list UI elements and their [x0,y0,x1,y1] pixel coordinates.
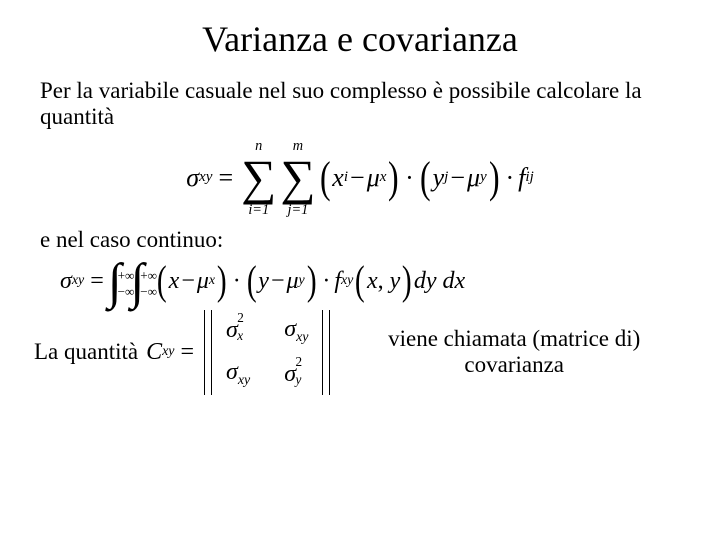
formula-discrete: σxy = n ∑ i=1 m ∑ j=1 ( xi − μx ) · ( yj… [32,139,688,217]
label-covarianza: viene chiamata (matrice di) covarianza [334,326,688,379]
matrix-cell-11: σ2x [226,317,250,344]
formula-continuous: σxy = ∫ +∞−∞ ∫ +∞−∞ ( x − μx ) · ( y − μ… [60,261,688,301]
sub-xy: xy [199,169,212,186]
matrix-cell-21: σxy [226,359,250,389]
covariance-matrix-row: La quantità Cxy = σ2x σxy σxy [32,310,688,396]
C: C [146,339,162,366]
paragraph-intro: Per la variabile casuale nel suo comples… [40,78,688,131]
matrix-cell-12: σxy [284,316,308,346]
paragraph-continuous: e nel caso continuo: [40,227,688,253]
slide-title: Varianza e covarianza [32,18,688,60]
sum-j: m ∑ j=1 [280,139,315,217]
label-la-quantita: La quantità [32,339,146,365]
matrix-cell-22: σ2y [284,361,308,388]
integral-y: ∫ +∞−∞ [130,261,157,301]
covariance-matrix: σ2x σxy σxy σ2y [200,310,334,396]
sum-i: n ∑ i=1 [241,139,276,217]
sigma: σ [186,163,199,193]
